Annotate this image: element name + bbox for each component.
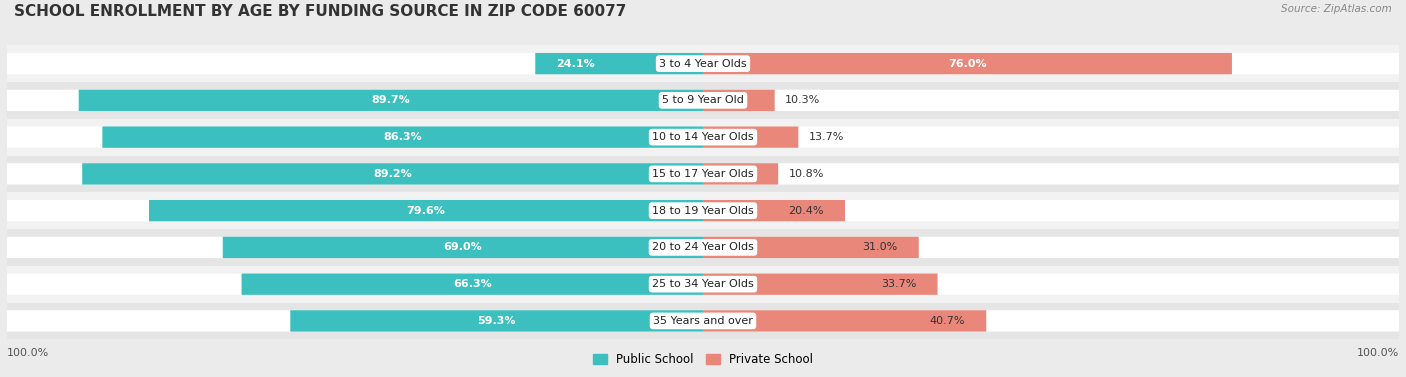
FancyBboxPatch shape: [703, 237, 918, 258]
FancyBboxPatch shape: [7, 90, 1399, 111]
Text: 10.8%: 10.8%: [789, 169, 824, 179]
Text: 100.0%: 100.0%: [1357, 348, 1399, 358]
Text: 10.3%: 10.3%: [785, 95, 820, 106]
Text: 89.2%: 89.2%: [373, 169, 412, 179]
Text: 25 to 34 Year Olds: 25 to 34 Year Olds: [652, 279, 754, 289]
FancyBboxPatch shape: [7, 200, 1399, 221]
Bar: [7, 45, 1399, 82]
FancyBboxPatch shape: [703, 310, 986, 332]
Text: 24.1%: 24.1%: [557, 58, 595, 69]
FancyBboxPatch shape: [703, 200, 845, 221]
Text: 79.6%: 79.6%: [406, 205, 446, 216]
FancyBboxPatch shape: [703, 53, 1232, 74]
FancyBboxPatch shape: [7, 273, 1399, 295]
FancyBboxPatch shape: [703, 126, 799, 148]
FancyBboxPatch shape: [290, 310, 703, 332]
Text: 35 Years and over: 35 Years and over: [652, 316, 754, 326]
Text: 86.3%: 86.3%: [384, 132, 422, 142]
FancyBboxPatch shape: [536, 53, 703, 74]
FancyBboxPatch shape: [703, 163, 778, 185]
Bar: [7, 155, 1399, 192]
FancyBboxPatch shape: [79, 90, 703, 111]
Text: 89.7%: 89.7%: [371, 95, 411, 106]
FancyBboxPatch shape: [7, 53, 1399, 74]
Text: 20 to 24 Year Olds: 20 to 24 Year Olds: [652, 242, 754, 253]
Text: 20.4%: 20.4%: [789, 205, 824, 216]
FancyBboxPatch shape: [7, 163, 1399, 185]
FancyBboxPatch shape: [703, 273, 938, 295]
FancyBboxPatch shape: [222, 237, 703, 258]
FancyBboxPatch shape: [242, 273, 703, 295]
Text: SCHOOL ENROLLMENT BY AGE BY FUNDING SOURCE IN ZIP CODE 60077: SCHOOL ENROLLMENT BY AGE BY FUNDING SOUR…: [14, 4, 627, 19]
FancyBboxPatch shape: [82, 163, 703, 185]
Text: 13.7%: 13.7%: [808, 132, 844, 142]
Bar: [7, 82, 1399, 119]
FancyBboxPatch shape: [149, 200, 703, 221]
FancyBboxPatch shape: [103, 126, 703, 148]
Text: 18 to 19 Year Olds: 18 to 19 Year Olds: [652, 205, 754, 216]
FancyBboxPatch shape: [7, 237, 1399, 258]
Bar: [7, 302, 1399, 339]
Bar: [7, 266, 1399, 302]
Bar: [7, 119, 1399, 155]
Text: 66.3%: 66.3%: [453, 279, 492, 289]
FancyBboxPatch shape: [703, 90, 775, 111]
Text: 76.0%: 76.0%: [948, 58, 987, 69]
Text: 40.7%: 40.7%: [929, 316, 966, 326]
Text: 100.0%: 100.0%: [7, 348, 49, 358]
Text: 69.0%: 69.0%: [443, 242, 482, 253]
Text: 3 to 4 Year Olds: 3 to 4 Year Olds: [659, 58, 747, 69]
Text: Source: ZipAtlas.com: Source: ZipAtlas.com: [1281, 4, 1392, 14]
Text: 31.0%: 31.0%: [863, 242, 898, 253]
Text: 59.3%: 59.3%: [478, 316, 516, 326]
Bar: [7, 192, 1399, 229]
FancyBboxPatch shape: [7, 126, 1399, 148]
Text: 15 to 17 Year Olds: 15 to 17 Year Olds: [652, 169, 754, 179]
FancyBboxPatch shape: [7, 310, 1399, 332]
Text: 10 to 14 Year Olds: 10 to 14 Year Olds: [652, 132, 754, 142]
Bar: [7, 229, 1399, 266]
Text: 33.7%: 33.7%: [882, 279, 917, 289]
Text: 5 to 9 Year Old: 5 to 9 Year Old: [662, 95, 744, 106]
Legend: Public School, Private School: Public School, Private School: [588, 349, 818, 371]
